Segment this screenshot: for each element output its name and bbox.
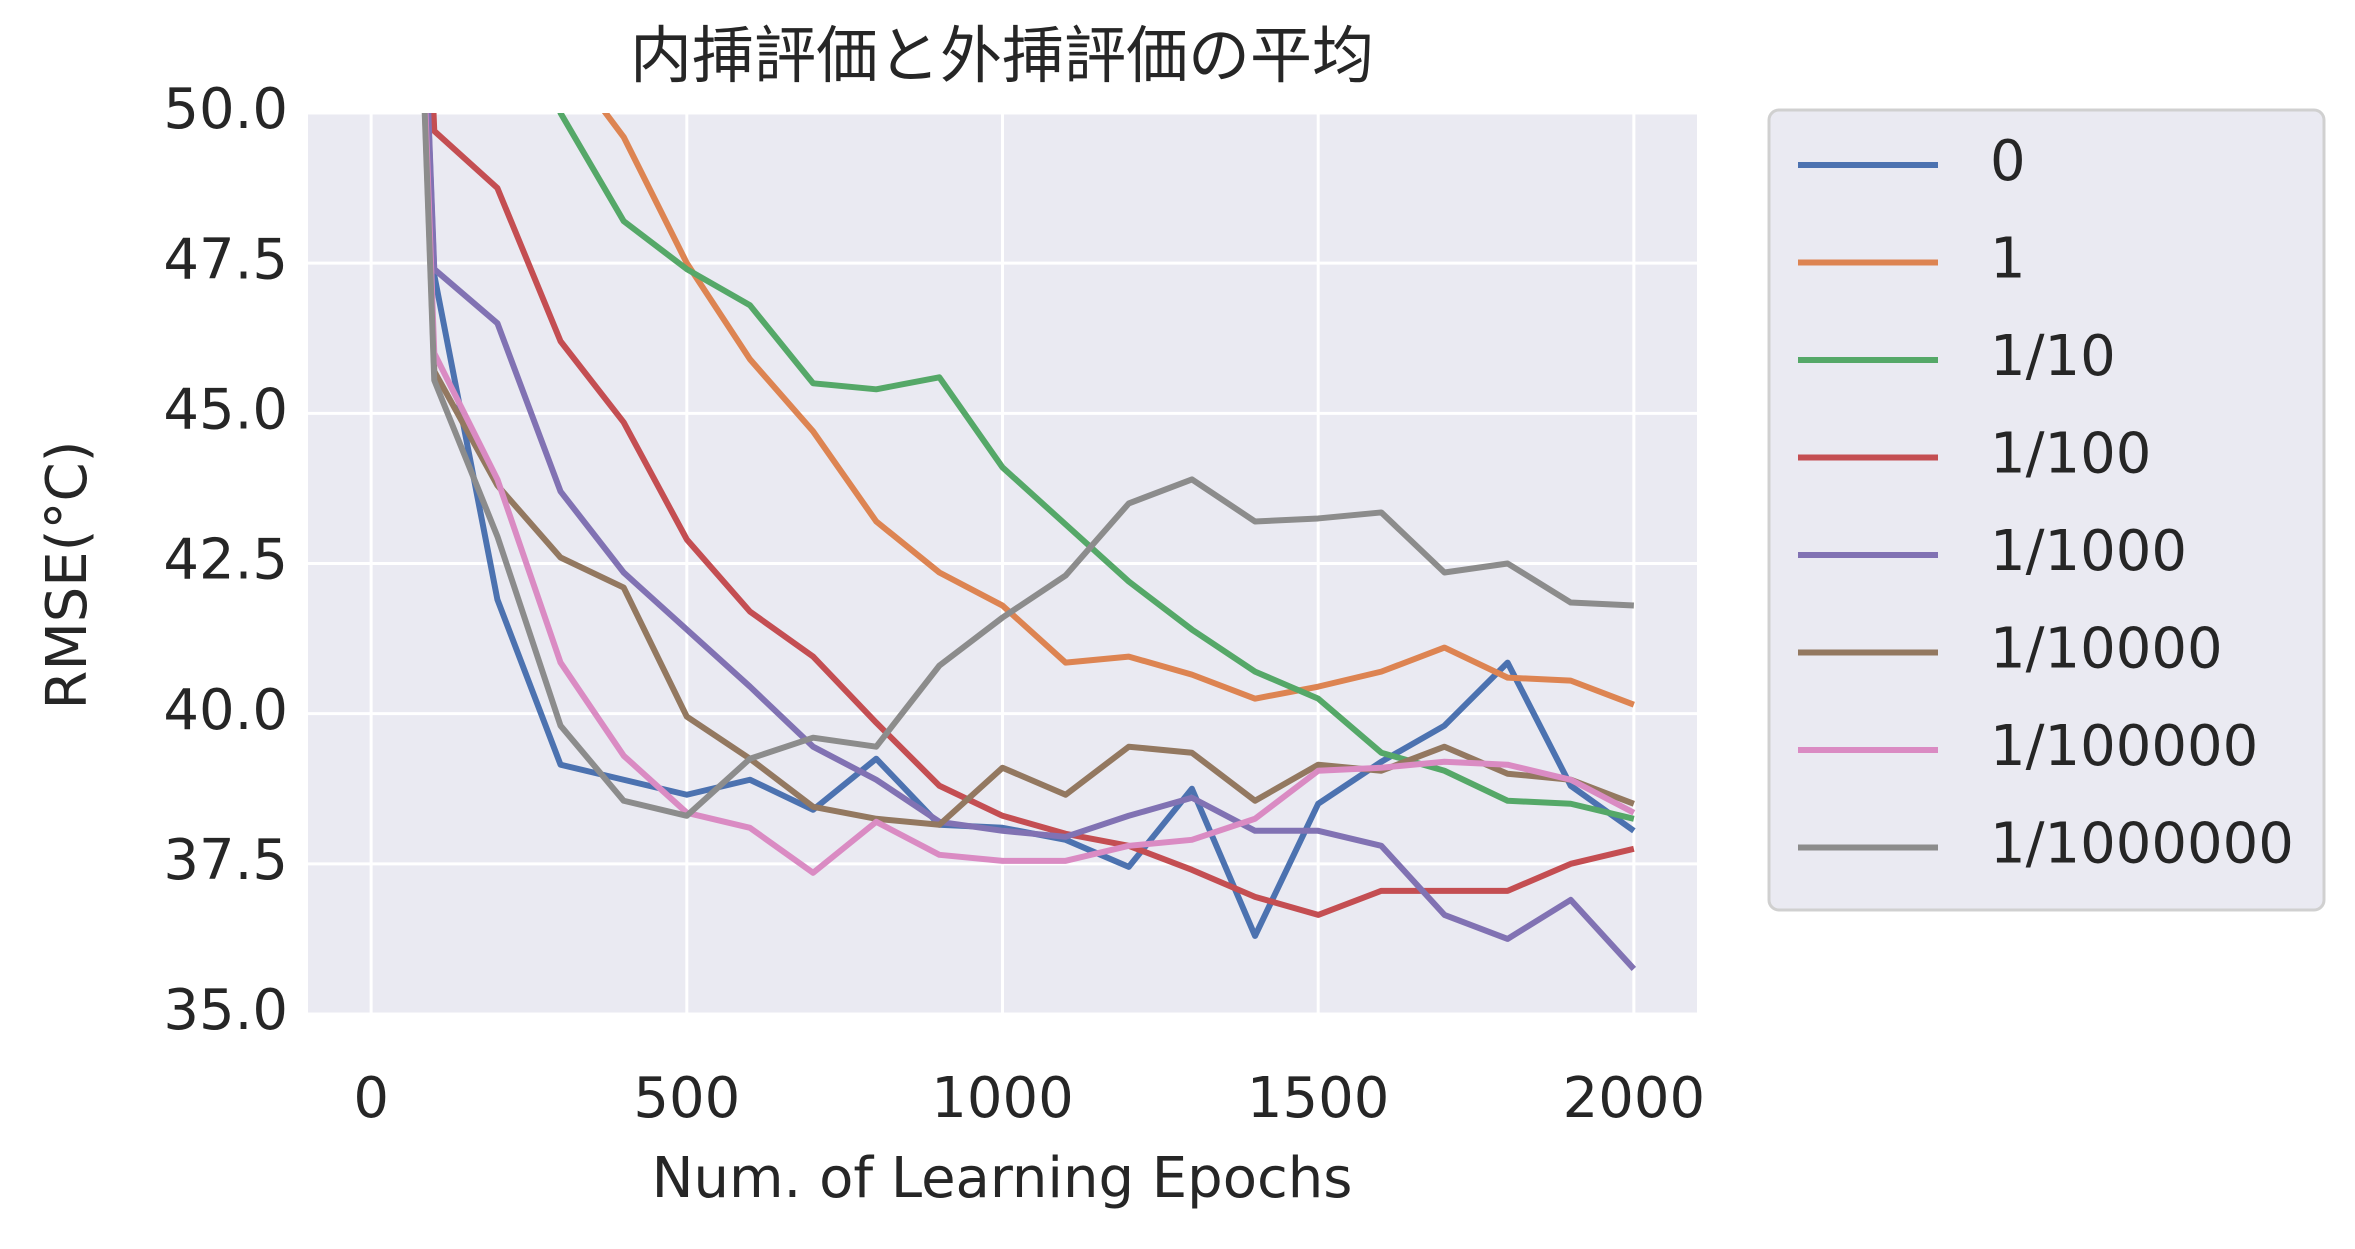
- legend-label: 1/1000000: [1990, 812, 2294, 877]
- x-tick-label: 1500: [1247, 1066, 1390, 1131]
- legend-label: 1/100: [1990, 422, 2151, 487]
- y-tick-label: 37.5: [163, 828, 288, 893]
- y-tick-label: 35.0: [163, 978, 288, 1043]
- legend-label: 1: [1990, 227, 2026, 292]
- lines: [421, 113, 1637, 971]
- y-tick-label: 45.0: [163, 377, 288, 442]
- series-line: [422, 113, 1635, 828]
- legend-label: 1/1000: [1990, 519, 2187, 584]
- series-line: [421, 113, 1635, 819]
- y-tick-label: 50.0: [163, 77, 288, 142]
- x-tick-label: 0: [353, 1066, 389, 1131]
- legend-label: 1/10000: [1990, 617, 2223, 682]
- legend-label: 1/10: [1990, 324, 2116, 389]
- x-tick-label: 1000: [931, 1066, 1074, 1131]
- chart-title: 内挿評価と外挿評価の平均: [630, 19, 1374, 92]
- y-tick-label: 47.5: [163, 227, 288, 292]
- legend: 0 1 1/10 1/100 1/1000 1/10000 1/100000 1/100000…: [1798, 129, 2294, 877]
- legend-label: 1/100000: [1990, 714, 2258, 779]
- series-line: [425, 113, 1637, 971]
- legend-label: 0: [1990, 129, 2026, 194]
- y-axis-label: RMSE(°C): [35, 441, 100, 710]
- x-axis-label: Num. of Learning Epochs: [652, 1146, 1353, 1211]
- x-tick-label: 500: [633, 1066, 740, 1131]
- series-line: [601, 113, 1635, 708]
- series-line: [422, 113, 1636, 876]
- y-tick-label: 42.5: [163, 528, 288, 593]
- legend-box: [1767, 108, 2326, 912]
- y-tick-label: 40.0: [163, 678, 288, 743]
- x-tick-label: 2000: [1563, 1066, 1706, 1131]
